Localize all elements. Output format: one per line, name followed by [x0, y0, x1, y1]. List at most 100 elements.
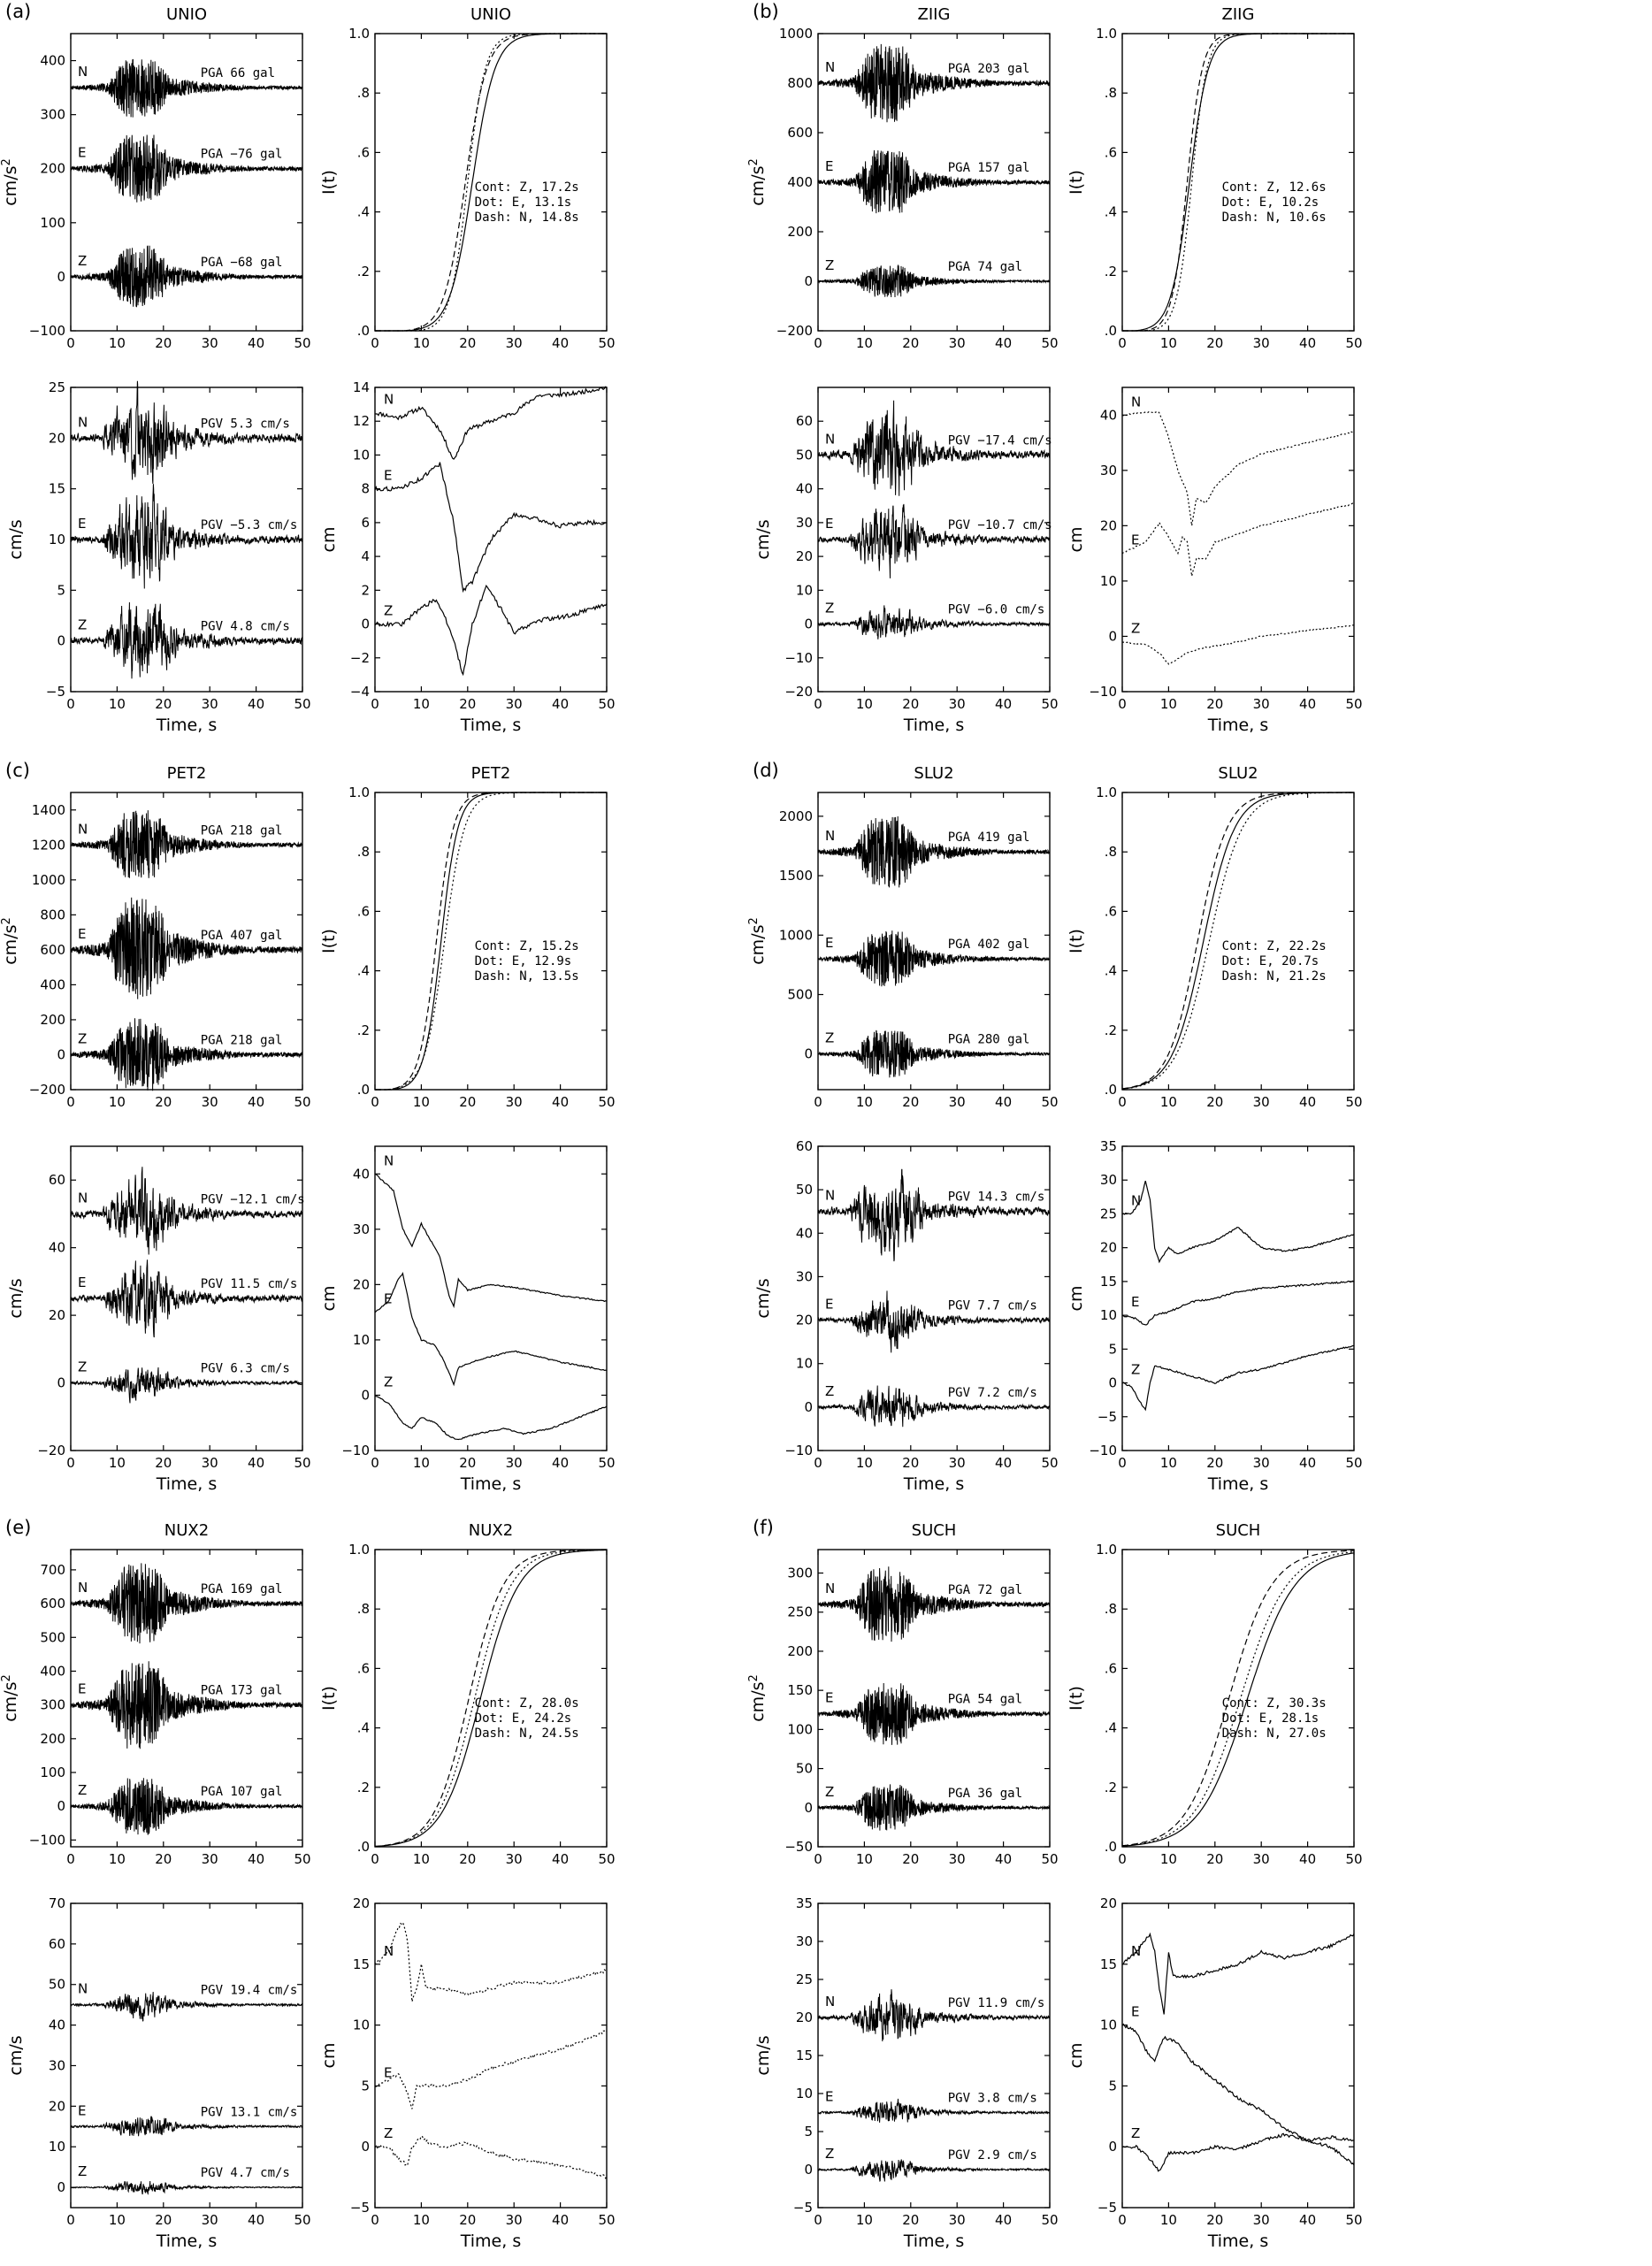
series-line-e — [817, 2098, 1051, 2123]
x-tick-label: 40 — [248, 1094, 264, 1110]
x-tick-label: 30 — [949, 1851, 966, 1867]
y-tick-label: 200 — [40, 1731, 65, 1747]
y-tick-label: 10 — [1100, 573, 1117, 589]
y-tick-label: −5 — [46, 684, 65, 700]
peak-value-label: PGA 173 gal — [201, 1684, 283, 1698]
y-tick-label: .0 — [1105, 1082, 1117, 1098]
y-tick-label: 0 — [57, 633, 65, 649]
y-tick-label: 400 — [787, 174, 813, 190]
plot-frame — [817, 1145, 1051, 1451]
x-tick-label: 50 — [1345, 1455, 1362, 1471]
y-axis-label: cm — [1067, 2043, 1086, 2069]
y-tick-label: −100 — [29, 323, 65, 339]
component-label: E — [384, 2064, 392, 2080]
x-tick-label: 50 — [294, 1094, 310, 1110]
x-tick-label: 0 — [814, 335, 822, 351]
x-tick-label: 20 — [459, 1094, 476, 1110]
series-line-e — [70, 1661, 303, 1749]
x-tick-label: 20 — [902, 335, 919, 351]
series-line-z — [70, 1778, 303, 1835]
y-tick-label: .6 — [1105, 1660, 1117, 1676]
y-tick-label: 0 — [57, 1798, 65, 1814]
y-tick-label: 600 — [787, 125, 813, 141]
x-tick-label: 30 — [949, 335, 966, 351]
y-tick-label: 8 — [361, 481, 370, 497]
duration-legend-line: Dash: N, 27.0s — [1222, 1726, 1327, 1741]
duration-legend-line: Dash: N, 21.2s — [1222, 969, 1327, 984]
y-tick-label: 30 — [796, 1268, 813, 1284]
series-line-n — [70, 1563, 303, 1644]
x-axis-label: Time, s — [1207, 1474, 1268, 1494]
y-tick-label: .0 — [357, 1082, 370, 1098]
x-tick-label: 50 — [598, 1455, 615, 1471]
x-tick-label: 10 — [1160, 1851, 1177, 1867]
y-tick-label: −200 — [29, 1082, 65, 1098]
x-tick-label: 30 — [506, 1851, 523, 1867]
x-axis-label: Time, s — [903, 1474, 964, 1494]
y-tick-label: .8 — [1105, 844, 1117, 860]
arias-curve-z — [375, 792, 607, 1091]
y-tick-label: 40 — [49, 2017, 65, 2033]
component-label: E — [384, 468, 392, 484]
x-tick-label: 10 — [1160, 335, 1177, 351]
y-tick-label: .4 — [357, 1720, 370, 1736]
x-axis-label: Time, s — [460, 2232, 521, 2251]
x-tick-label: 40 — [248, 2212, 264, 2228]
x-tick-label: 10 — [1160, 2212, 1177, 2228]
x-tick-label: 0 — [1118, 1851, 1127, 1867]
x-axis-label: Time, s — [156, 716, 217, 735]
x-tick-label: 40 — [248, 1455, 264, 1471]
disp-line-z — [374, 2135, 608, 2179]
panel-tag: (b) — [753, 1, 779, 22]
panel-title: ZIIG — [918, 5, 951, 24]
x-axis-label: Time, s — [1207, 2232, 1268, 2251]
y-tick-label: 0 — [804, 273, 813, 289]
component-label: Z — [78, 617, 87, 633]
y-tick-label: 0 — [1108, 2139, 1117, 2155]
plot-frame — [70, 1549, 303, 1848]
y-tick-label: 400 — [40, 976, 65, 992]
y-tick-label: 10 — [49, 532, 65, 547]
x-tick-label: 0 — [66, 1455, 75, 1471]
y-axis-label: cm/s2 — [747, 917, 768, 965]
y-tick-label: 500 — [787, 986, 813, 1002]
y-axis-label: I(t) — [319, 170, 339, 195]
component-label: E — [78, 516, 86, 532]
component-label: E — [78, 1681, 86, 1697]
y-tick-label: 30 — [353, 1221, 370, 1237]
x-tick-label: 40 — [552, 1851, 569, 1867]
x-tick-label: 50 — [1345, 1094, 1362, 1110]
disp-line-n — [1121, 1181, 1355, 1264]
component-label: N — [1131, 394, 1141, 410]
panel-tag: (c) — [5, 760, 30, 781]
y-tick-label: 25 — [796, 1971, 813, 1987]
y-axis-label: cm/s2 — [0, 158, 20, 206]
x-tick-label: 30 — [506, 696, 523, 712]
peak-value-label: PGV 6.3 cm/s — [201, 1362, 290, 1376]
peak-value-label: PGA 419 gal — [948, 831, 1030, 845]
y-tick-label: 10 — [353, 1332, 370, 1348]
series-line-z — [70, 1018, 303, 1091]
x-tick-label: 10 — [413, 335, 430, 351]
peak-value-label: PGA 66 gal — [201, 66, 275, 80]
y-tick-label: 40 — [49, 1240, 65, 1256]
peak-value-label: PGA 169 gal — [201, 1582, 283, 1596]
x-tick-label: 40 — [1299, 1094, 1316, 1110]
peak-value-label: PGA 157 gal — [948, 161, 1030, 175]
x-axis-label: Time, s — [1207, 716, 1268, 735]
y-tick-label: 15 — [1100, 1956, 1117, 1972]
y-tick-label: .2 — [357, 264, 370, 279]
plot-frame — [1121, 1902, 1355, 2209]
x-tick-label: 30 — [1253, 2212, 1270, 2228]
component-label: Z — [1131, 1362, 1140, 1378]
component-label: N — [825, 431, 835, 447]
component-label: E — [1131, 2004, 1139, 2020]
panel-title: UNIO — [166, 5, 207, 24]
y-tick-label: 0 — [1108, 628, 1117, 644]
y-tick-label: 500 — [40, 1629, 65, 1645]
